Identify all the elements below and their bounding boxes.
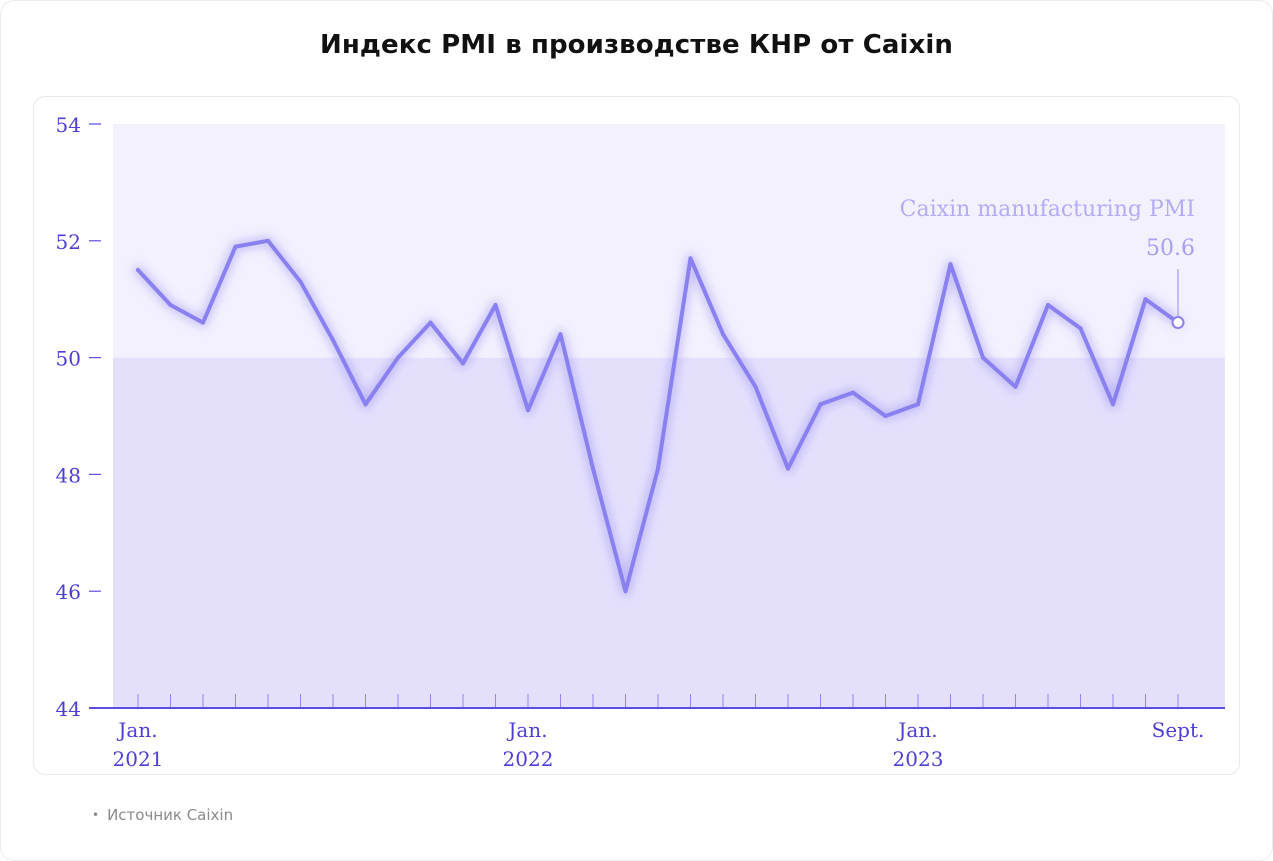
data-point bbox=[916, 402, 920, 407]
annotation-group: Caixin manufacturing PMI 50.6 bbox=[900, 197, 1195, 330]
x-tick-label-month: Jan. bbox=[506, 718, 547, 742]
data-point bbox=[818, 402, 823, 407]
line-chart: 44 46 48 50 52 54 Jan. 2021 Jan. 2022 Jan. 2023 Sep… bbox=[56, 113, 1225, 771]
y-axis: 44 46 48 50 52 54 bbox=[56, 113, 101, 721]
data-point bbox=[1013, 384, 1018, 389]
x-axis: Jan. 2021 Jan. 2022 Jan. 2023 Sept. bbox=[89, 694, 1225, 771]
data-point bbox=[363, 402, 368, 407]
data-point bbox=[201, 320, 205, 325]
upper-band bbox=[113, 124, 1225, 358]
data-point bbox=[1143, 297, 1148, 302]
x-tick-label-year: 2021 bbox=[113, 747, 164, 771]
data-point bbox=[1111, 402, 1115, 407]
data-point bbox=[591, 466, 595, 471]
series-group bbox=[133, 236, 1183, 596]
data-point bbox=[883, 414, 888, 418]
source-label: Источник Caixin bbox=[107, 806, 234, 824]
last-point-marker bbox=[1171, 316, 1185, 330]
data-point bbox=[721, 332, 725, 337]
data-point bbox=[136, 268, 140, 272]
data-point bbox=[461, 361, 465, 366]
x-tick-label-month: Jan. bbox=[116, 718, 157, 742]
data-point bbox=[298, 279, 303, 284]
x-tick-label-year: 2023 bbox=[893, 747, 944, 771]
data-point bbox=[1046, 303, 1050, 308]
x-tick-label-year: 2022 bbox=[503, 747, 554, 771]
data-point bbox=[948, 262, 953, 267]
data-point bbox=[396, 355, 400, 360]
chart-frame: 44 46 48 50 52 54 Jan. 2021 Jan. 2022 Jan. 2023 Sep… bbox=[33, 96, 1240, 775]
data-point bbox=[493, 303, 498, 308]
annotation-label: Caixin manufacturing PMI bbox=[900, 197, 1195, 222]
data-point bbox=[168, 303, 173, 308]
data-point bbox=[851, 390, 855, 395]
data-point bbox=[266, 238, 270, 243]
data-point bbox=[623, 589, 628, 594]
y-tick-label: 44 bbox=[56, 697, 81, 721]
data-point bbox=[753, 384, 758, 389]
source-note: • Источник Caixin bbox=[92, 806, 233, 824]
data-point bbox=[526, 408, 530, 413]
data-point bbox=[688, 256, 693, 261]
y-tick-label: 48 bbox=[56, 463, 81, 487]
chart-title: Индекс PMI в производстве КНР от Caixin bbox=[319, 30, 954, 60]
y-tick-label: 54 bbox=[56, 113, 81, 137]
data-point bbox=[558, 332, 563, 337]
data-point bbox=[786, 466, 790, 471]
bullet-icon: • bbox=[92, 808, 100, 822]
data-point bbox=[656, 466, 660, 471]
x-tick-label-month: Sept. bbox=[1152, 718, 1205, 742]
x-tick-label-month: Jan. bbox=[896, 718, 937, 742]
annotation-value: 50.6 bbox=[1146, 236, 1195, 261]
data-point bbox=[233, 244, 238, 249]
y-tick-label: 46 bbox=[56, 580, 81, 604]
data-point bbox=[428, 320, 433, 325]
data-point bbox=[981, 355, 985, 360]
y-tick-label: 52 bbox=[56, 230, 81, 254]
data-point bbox=[1078, 326, 1083, 331]
y-tick-label: 50 bbox=[56, 347, 81, 371]
data-point bbox=[331, 338, 335, 343]
